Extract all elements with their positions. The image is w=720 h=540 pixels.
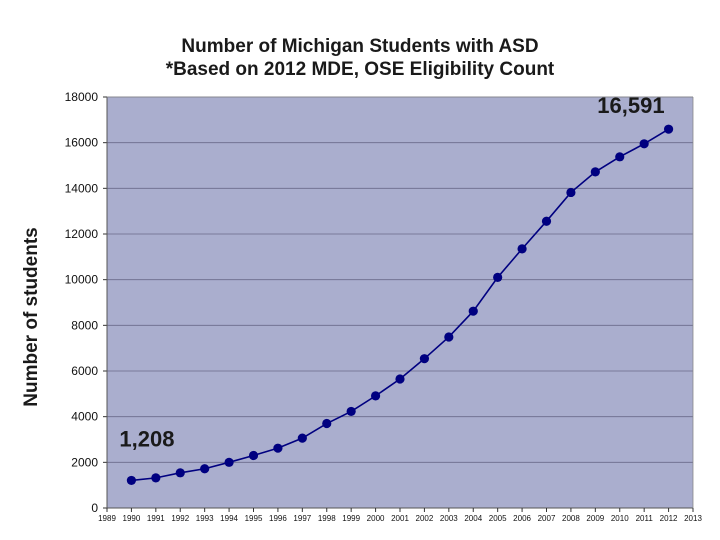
data-point — [493, 272, 503, 282]
x-tick-label: 2006 — [513, 514, 531, 523]
x-tick-label: 2011 — [636, 514, 654, 523]
y-tick-labels: 0 2000 4000 6000 8000 10000 12000 14000 16000 180… — [65, 90, 99, 515]
data-point — [541, 216, 552, 226]
data-point — [151, 473, 161, 483]
x-tick-label: 1990 — [123, 514, 141, 523]
x-tick-label: 1992 — [171, 514, 189, 523]
x-tick-label: 1997 — [293, 514, 311, 523]
y-tick-label: 4000 — [71, 410, 98, 424]
y-tick-label: 2000 — [71, 455, 98, 469]
data-point — [468, 306, 478, 316]
x-tick-label: 1995 — [245, 514, 263, 523]
y-tick-label: 12000 — [65, 227, 99, 241]
x-tick-labels: 1989 1990 1991 1992 1993 1994 1995 1996 1997 1998… — [98, 514, 702, 523]
y-tick-label: 6000 — [71, 364, 98, 378]
data-point — [248, 450, 259, 461]
x-tick-label: 2002 — [416, 514, 434, 523]
x-tick-label: 1991 — [147, 514, 165, 523]
x-tick-label: 2010 — [611, 514, 629, 523]
x-tick-label: 2008 — [562, 514, 580, 523]
data-point — [126, 475, 137, 486]
data-point — [566, 187, 576, 198]
y-tick-label: 10000 — [65, 273, 99, 287]
x-tick-label: 2003 — [440, 514, 458, 523]
plot-area — [107, 97, 693, 508]
data-point — [639, 139, 649, 149]
data-point — [346, 406, 356, 417]
gridlines — [103, 96, 693, 509]
data-point — [517, 244, 527, 254]
chart-subtitle: *Based on 2012 MDE, OSE Eligibility Coun… — [165, 59, 555, 80]
data-point — [590, 167, 600, 177]
axes — [106, 96, 694, 512]
data-point — [444, 332, 454, 342]
x-tick-label: 2007 — [538, 514, 556, 523]
x-tick-label: 1996 — [269, 514, 287, 523]
y-tick-label: 18000 — [65, 90, 99, 104]
y-tick-label: 14000 — [65, 181, 99, 195]
annotation-label: 16,591 — [597, 93, 664, 118]
chart-title: Number of Michigan Students with ASD — [181, 36, 539, 57]
x-tick-label: 2009 — [586, 514, 604, 523]
data-point — [224, 457, 234, 467]
x-tick-label: 1998 — [318, 514, 336, 523]
data-point — [322, 418, 332, 429]
x-tick-label: 1994 — [220, 514, 238, 523]
annotation-label: 1,208 — [119, 426, 174, 451]
y-tick-label: 0 — [91, 501, 98, 515]
y-tick-label: 8000 — [71, 318, 98, 332]
data-point — [395, 374, 405, 384]
x-tick-label: 2004 — [464, 514, 482, 523]
x-tick-label: 2001 — [391, 514, 409, 523]
data-point — [175, 468, 185, 478]
data-point — [615, 152, 625, 162]
y-tick-label: 16000 — [65, 136, 99, 150]
x-tick-label: 1993 — [196, 514, 214, 523]
data-point — [297, 433, 307, 443]
data-point — [200, 464, 210, 474]
annotations: 1,208 16,591 — [119, 93, 664, 451]
x-tick-label: 1989 — [98, 514, 116, 523]
x-tick-label: 2013 — [684, 514, 702, 523]
data-series — [126, 124, 674, 486]
x-tick-label: 1999 — [342, 514, 360, 523]
x-tick-label: 2012 — [660, 514, 678, 523]
data-point — [370, 391, 381, 401]
x-tick-label: 2000 — [367, 514, 385, 523]
data-point — [663, 124, 674, 134]
data-point — [419, 354, 430, 364]
data-point — [273, 443, 283, 453]
x-tick-label: 2005 — [489, 514, 507, 523]
